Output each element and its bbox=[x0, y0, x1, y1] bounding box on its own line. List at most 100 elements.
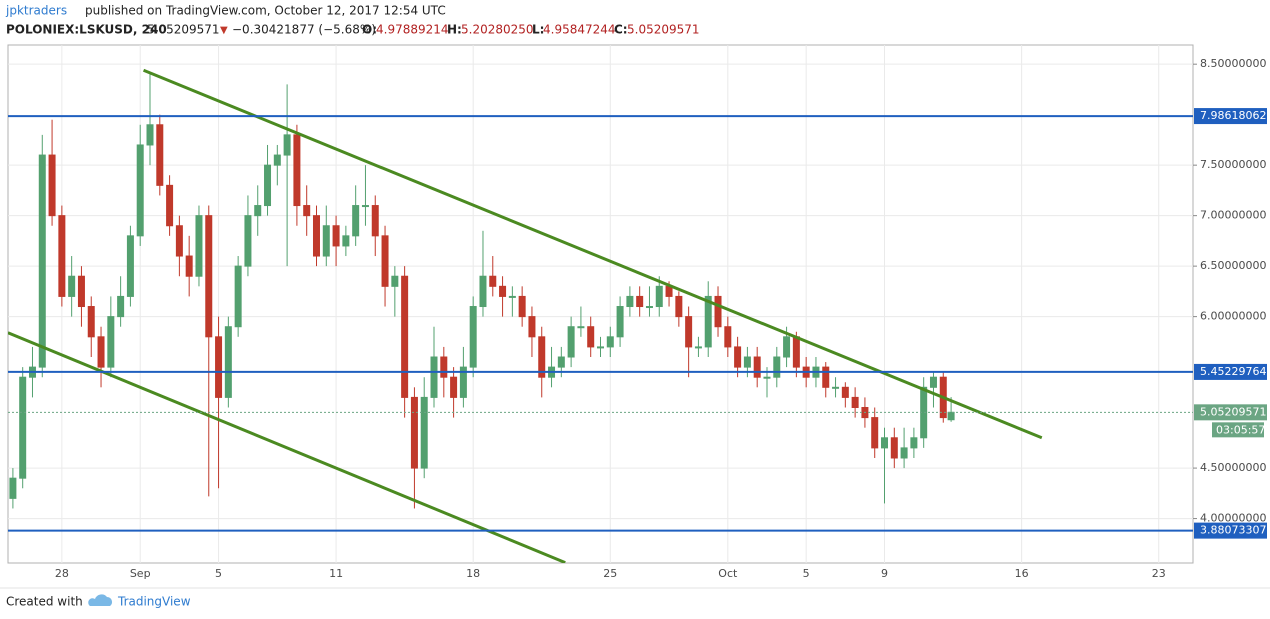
candle-body bbox=[361, 205, 369, 208]
candle-body bbox=[597, 346, 604, 349]
level-label: 3.88073307 bbox=[1200, 524, 1266, 537]
candle-body bbox=[714, 295, 722, 328]
tradingview-logo[interactable] bbox=[88, 594, 113, 606]
candle-body bbox=[694, 346, 702, 349]
candle-body bbox=[391, 275, 399, 287]
candle-body bbox=[636, 295, 644, 308]
candle-body bbox=[528, 316, 536, 338]
candle-body bbox=[244, 215, 252, 267]
candle-body bbox=[616, 306, 624, 338]
candles bbox=[9, 74, 955, 509]
candle-body bbox=[459, 366, 467, 398]
h-value: 5.20280250 bbox=[461, 23, 534, 37]
candle-body bbox=[58, 215, 66, 297]
candle-body bbox=[734, 346, 742, 368]
candle-body bbox=[97, 336, 105, 368]
plot-frame bbox=[7, 44, 1194, 564]
candle-body bbox=[499, 285, 507, 297]
y-tick-label: 7.50000000 bbox=[1200, 158, 1266, 171]
candle-body bbox=[293, 134, 301, 207]
change: −0.30421877 (−5.68%) bbox=[232, 23, 376, 37]
candle-body bbox=[156, 124, 164, 186]
author[interactable]: jpktraders bbox=[5, 4, 67, 18]
candle-body bbox=[9, 477, 17, 499]
grid bbox=[8, 45, 1193, 563]
brand[interactable]: TradingView bbox=[117, 595, 191, 609]
candle-body bbox=[469, 306, 477, 368]
candle-body bbox=[420, 396, 428, 469]
o-value: 4.97889214 bbox=[376, 23, 449, 37]
candle-body bbox=[704, 295, 712, 348]
candle-body bbox=[107, 316, 115, 368]
candle-body bbox=[312, 215, 320, 257]
candle-body bbox=[224, 326, 232, 398]
level-label: 5.45229764 bbox=[1200, 365, 1266, 378]
x-tick-label: 11 bbox=[329, 567, 343, 580]
published: published on TradingView.com, October 12… bbox=[85, 4, 446, 18]
candle-body bbox=[783, 336, 791, 358]
candle-body bbox=[871, 417, 879, 449]
candle-body bbox=[929, 376, 937, 388]
candle-body bbox=[508, 295, 516, 298]
candle-body bbox=[322, 225, 330, 257]
level-label-box bbox=[1194, 108, 1267, 125]
o-label: O: bbox=[362, 23, 377, 37]
candle-body bbox=[195, 215, 203, 277]
y-tick-label: 7.00000000 bbox=[1200, 209, 1266, 222]
candle-body bbox=[587, 326, 595, 348]
candle-body bbox=[410, 396, 418, 469]
level-label-box bbox=[1194, 522, 1267, 539]
candle-body bbox=[264, 164, 272, 207]
y-tick-label: 8.50000000 bbox=[1200, 57, 1266, 70]
l-label: L: bbox=[532, 23, 544, 37]
candle-body bbox=[763, 376, 771, 379]
candle-body bbox=[215, 336, 223, 398]
candle-body bbox=[283, 134, 291, 156]
candle-body bbox=[401, 275, 409, 398]
y-tick-label: 4.50000000 bbox=[1200, 461, 1266, 474]
candle-body bbox=[724, 326, 732, 348]
candle-body bbox=[352, 205, 360, 237]
candle-body bbox=[743, 356, 751, 368]
y-tick-label: 4.00000000 bbox=[1200, 512, 1266, 525]
candle-body bbox=[254, 205, 262, 217]
candle-body bbox=[87, 306, 95, 338]
arrow: ▼ bbox=[220, 25, 228, 36]
x-tick-label: 28 bbox=[55, 567, 69, 580]
candle-body bbox=[77, 275, 85, 308]
last-price-box bbox=[1194, 404, 1267, 421]
c-label: C: bbox=[614, 23, 628, 37]
y-tick-label: 6.00000000 bbox=[1200, 310, 1266, 323]
candle-body bbox=[665, 285, 673, 297]
x-tick-label: 25 bbox=[603, 567, 617, 580]
last: 5.05209571 bbox=[147, 23, 220, 37]
candle-body bbox=[655, 285, 663, 308]
trendline bbox=[142, 68, 1043, 440]
x-tick-label: 5 bbox=[215, 567, 222, 580]
x-tick-label: 18 bbox=[466, 567, 480, 580]
x-tick-label: 5 bbox=[803, 567, 810, 580]
candle-body bbox=[947, 411, 955, 421]
candle-body bbox=[19, 376, 27, 479]
candle-body bbox=[910, 437, 918, 449]
candle-body bbox=[557, 356, 565, 368]
candle-body bbox=[626, 295, 634, 308]
candle-body bbox=[117, 295, 125, 318]
candle-body bbox=[273, 154, 281, 166]
y-tick-label: 6.50000000 bbox=[1200, 259, 1266, 272]
candle-body bbox=[881, 437, 889, 449]
level-label-box bbox=[1194, 363, 1267, 380]
x-tick-label: 9 bbox=[881, 567, 888, 580]
candle-body bbox=[332, 225, 340, 247]
candle-body bbox=[675, 295, 683, 318]
candle-body bbox=[538, 336, 546, 378]
candle-body bbox=[832, 386, 840, 389]
candle-body bbox=[792, 336, 800, 368]
candle-body bbox=[450, 376, 458, 398]
candle-body bbox=[342, 235, 350, 247]
candle-body bbox=[890, 437, 898, 459]
countdown-box bbox=[1212, 422, 1264, 438]
candle-body bbox=[371, 205, 379, 237]
candle-body bbox=[577, 326, 585, 329]
